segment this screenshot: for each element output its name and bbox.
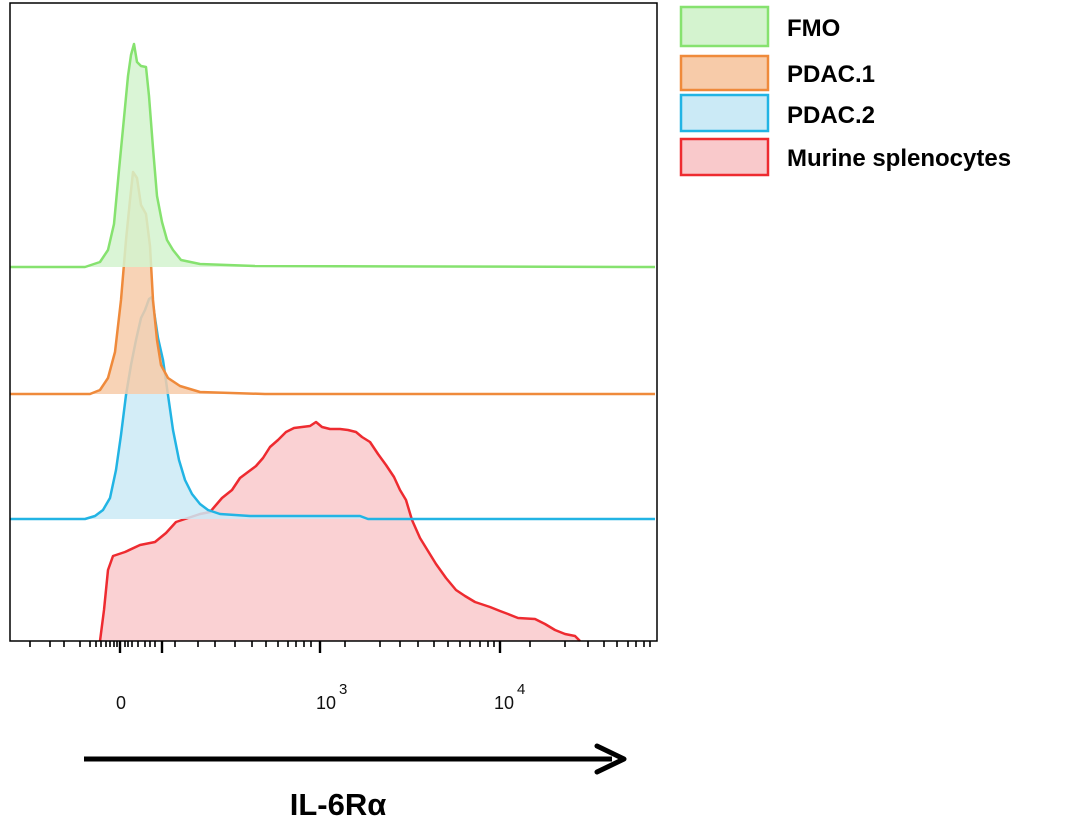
legend-item-pdac1: PDAC.1: [679, 54, 875, 92]
x-axis-arrow: [84, 743, 627, 775]
histogram-traces: [10, 42, 656, 642]
fmo-fill: [10, 44, 255, 267]
x-tick-label-0: 0: [116, 693, 126, 713]
x-tick-label-10000: 10: [494, 693, 514, 713]
trace-fmo: [10, 42, 656, 269]
legend-swatch-fmo: [679, 5, 770, 48]
x-axis-ticks: [29, 641, 651, 653]
legend-item-pdac2: PDAC.2: [679, 93, 875, 133]
legend-label-fmo: FMO: [787, 15, 840, 42]
legend-item-fmo: FMO: [679, 5, 840, 48]
legend: FMO PDAC.1 PDAC.2 Murine splenocytes: [679, 5, 1011, 177]
legend-label-murine-splenocytes: Murine splenocytes: [787, 145, 1011, 172]
plot-frame: [9, 2, 658, 642]
pdac1-fill: [10, 172, 265, 394]
x-tick-labels: 0 10 3 10 4: [116, 681, 525, 713]
x-tick-exponent-1000: 3: [339, 681, 347, 698]
legend-swatch-pdac2: [679, 93, 770, 133]
x-tick-exponent-10000: 4: [517, 681, 525, 698]
fmo-line: [10, 42, 656, 269]
legend-swatch-murine-splenocytes: [679, 137, 770, 177]
legend-item-murine-splenocytes: Murine splenocytes: [679, 137, 1011, 177]
legend-label-pdac2: PDAC.2: [787, 102, 875, 129]
legend-label-pdac1: PDAC.1: [787, 61, 875, 88]
x-tick-label-1000: 10: [316, 693, 336, 713]
trace-pdac1: [10, 170, 655, 396]
x-axis-title: IL-6Rα: [290, 787, 387, 822]
murine-splenocytes-fill: [100, 422, 580, 641]
pdac1-line: [10, 170, 655, 396]
legend-swatch-pdac1: [679, 54, 770, 92]
